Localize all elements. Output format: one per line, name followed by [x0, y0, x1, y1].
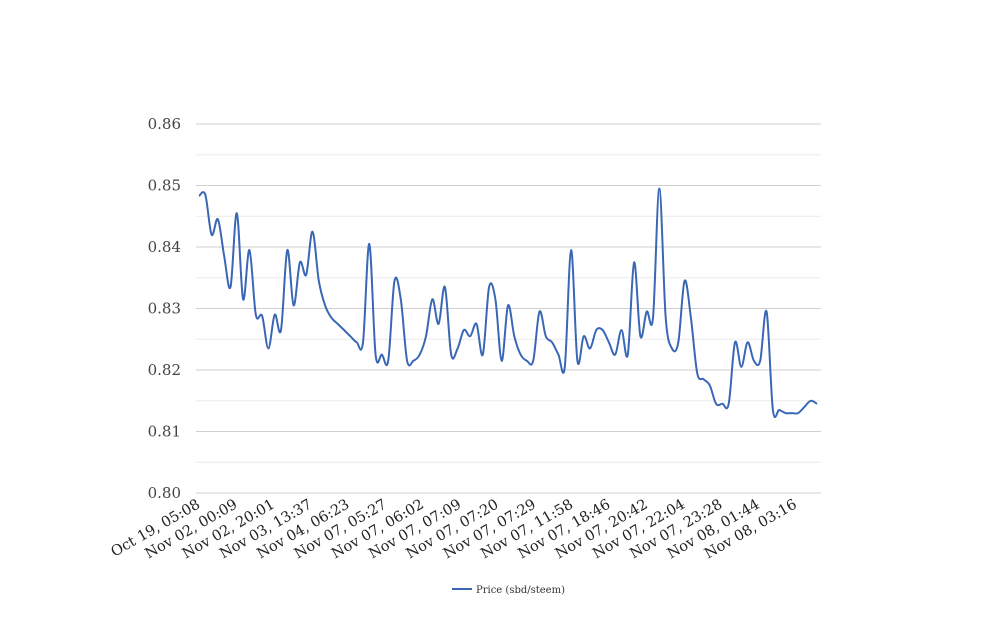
- y-axis-tick-labels: 0.80 0.81 0.82 0.83 0.84 0.85 0.86: [148, 115, 181, 502]
- y-tick-label: 0.86: [148, 115, 181, 133]
- series-layer: [198, 187, 818, 419]
- y-tick-label: 0.80: [148, 484, 181, 502]
- major-gridlines: [196, 123, 821, 494]
- y-tick-label: 0.81: [148, 423, 181, 441]
- y-tick-label: 0.83: [148, 300, 181, 318]
- y-tick-label: 0.84: [148, 238, 181, 256]
- y-tick-label: 0.82: [148, 361, 181, 379]
- minor-gridlines: [196, 154, 821, 463]
- legend-label-price: Price (sbd/steem): [476, 585, 565, 596]
- y-tick-label: 0.85: [148, 177, 181, 195]
- legend: Price (sbd/steem): [452, 585, 565, 596]
- series-line-price: [198, 187, 818, 419]
